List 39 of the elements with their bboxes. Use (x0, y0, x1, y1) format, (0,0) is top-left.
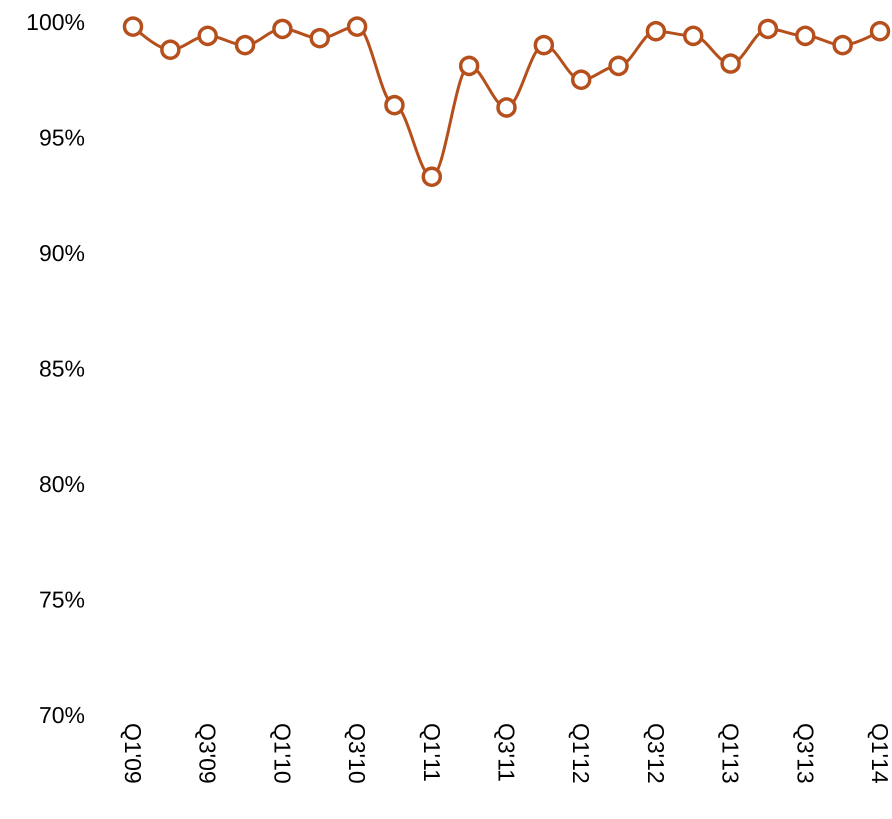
point (832, 34, 853, 56)
y-tick-label: 70% (38, 702, 85, 728)
x-tick-label: Q3'11 (494, 723, 520, 782)
point (720, 53, 741, 74)
point (122, 16, 144, 37)
point (496, 97, 517, 118)
y-tick-label: 95% (38, 124, 85, 150)
x-tick-label: Q1'09 (120, 723, 146, 784)
point (346, 16, 368, 37)
point (646, 20, 666, 42)
y-tick-label: 100% (26, 9, 85, 35)
point (160, 39, 181, 60)
y-tick-label: 90% (38, 240, 85, 266)
point (758, 18, 778, 40)
point (570, 70, 592, 90)
x-tick-label: Q1'11 (418, 723, 445, 782)
y-tick-label: 75% (38, 586, 85, 612)
point (608, 56, 629, 76)
x-tick-label: Q3'09 (194, 723, 221, 784)
point (795, 26, 816, 46)
x-tick-label: Q3'12 (642, 723, 669, 784)
point (870, 20, 890, 42)
point (683, 26, 704, 46)
point (272, 18, 293, 40)
point (534, 34, 554, 56)
point (310, 28, 330, 48)
point (197, 26, 218, 46)
point (384, 94, 405, 116)
point (234, 34, 256, 56)
x-tick-label: Q3'13 (792, 723, 818, 784)
y-tick-label: 85% (38, 356, 85, 382)
x-tick-label: Q1'14 (867, 723, 892, 784)
x-tick-label: Q1'10 (269, 723, 296, 784)
y-tick-label: 80% (38, 471, 85, 497)
x-tick-label: Q1'13 (718, 723, 744, 784)
point (458, 56, 480, 76)
point (422, 166, 442, 188)
x-tick-label: Q1'12 (568, 723, 594, 784)
x-tick-label: Q3'10 (344, 723, 370, 784)
